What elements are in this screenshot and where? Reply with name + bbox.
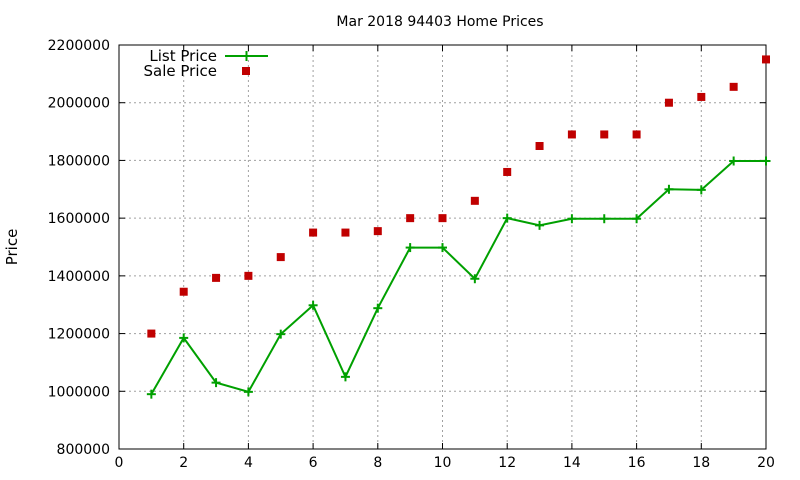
data-point-sale-price <box>212 273 221 282</box>
data-point-list-price <box>696 185 706 195</box>
grid <box>119 45 766 449</box>
data-point-sale-price <box>632 130 641 139</box>
legend-marker-sale-price <box>242 67 250 75</box>
series-line-list-price <box>150 160 766 395</box>
data-point-sale-price <box>600 130 609 139</box>
data-point-list-price <box>729 156 739 166</box>
x-tick-label: 18 <box>692 455 710 471</box>
y-tick-label: 1400000 <box>48 269 110 285</box>
data-point-list-price <box>308 300 318 310</box>
legend-marker-list-price <box>241 51 252 61</box>
data-point-list-price <box>664 184 674 194</box>
data-point-sale-price <box>438 214 447 223</box>
y-tick-label: 2000000 <box>48 96 110 112</box>
x-tick-label: 20 <box>757 455 775 471</box>
data-point-list-price <box>146 389 156 399</box>
data-point-sale-price <box>309 228 318 237</box>
data-point-sale-price <box>373 227 382 236</box>
data-point-sale-price <box>503 167 512 176</box>
data-point-list-price <box>567 214 577 224</box>
legend: List Price Sale Price <box>144 47 268 80</box>
x-tick-label: 16 <box>628 455 646 471</box>
y-tick-label: 1200000 <box>48 327 110 343</box>
x-tick-label: 8 <box>373 455 382 471</box>
data-point-sale-price <box>729 82 738 91</box>
data-point-list-price <box>470 274 480 284</box>
data-point-list-price <box>632 214 642 224</box>
data-point-list-price <box>535 220 545 230</box>
y-axis-label: Price <box>3 229 21 266</box>
y-tick-label: 1800000 <box>48 153 110 169</box>
data-point-sale-price <box>179 287 188 296</box>
data-point-sale-price <box>664 98 673 107</box>
y-tick-label: 1000000 <box>48 384 110 400</box>
data-point-list-price <box>438 243 447 253</box>
data-point-list-price <box>761 156 771 166</box>
x-tick-label: 4 <box>244 455 253 471</box>
x-tick-label: 10 <box>434 455 452 471</box>
y-tick-label: 2200000 <box>48 38 110 54</box>
legend-label-list-price: List Price <box>149 47 217 65</box>
x-tick-label: 0 <box>115 455 124 471</box>
data-point-list-price <box>179 333 189 343</box>
data-point-sale-price <box>567 130 576 139</box>
data-point-sale-price <box>470 196 479 205</box>
x-tick-label: 6 <box>309 455 318 471</box>
series-list-price <box>146 156 771 399</box>
data-point-list-price <box>502 213 512 223</box>
data-point-sale-price <box>147 329 156 338</box>
chart-title: Mar 2018 94403 Home Prices <box>336 14 543 30</box>
data-point-sale-price <box>276 253 285 262</box>
legend-label-sale-price: Sale Price <box>144 62 217 80</box>
data-point-list-price <box>373 303 383 313</box>
y-tick-label: 1600000 <box>48 211 110 227</box>
axis-ticks: 800000 1000000 1200000 1400000 1600000 180000… <box>48 38 775 471</box>
series-sale-price <box>147 55 770 338</box>
data-point-list-price <box>340 372 350 382</box>
series <box>146 55 771 399</box>
data-point-list-price <box>405 243 415 253</box>
data-point-list-price <box>243 387 253 397</box>
x-tick-label: 14 <box>563 455 581 471</box>
data-point-sale-price <box>341 228 350 237</box>
data-point-sale-price <box>244 271 253 280</box>
data-point-sale-price <box>406 214 415 223</box>
data-point-list-price <box>211 378 221 388</box>
x-tick-label: 2 <box>179 455 188 471</box>
data-point-sale-price <box>697 92 706 101</box>
x-tick-label: 12 <box>498 455 516 471</box>
data-point-list-price <box>276 329 286 339</box>
data-point-sale-price <box>535 142 544 150</box>
data-point-list-price <box>599 214 609 224</box>
data-point-sale-price <box>762 55 770 64</box>
y-tick-label: 800000 <box>57 442 110 458</box>
